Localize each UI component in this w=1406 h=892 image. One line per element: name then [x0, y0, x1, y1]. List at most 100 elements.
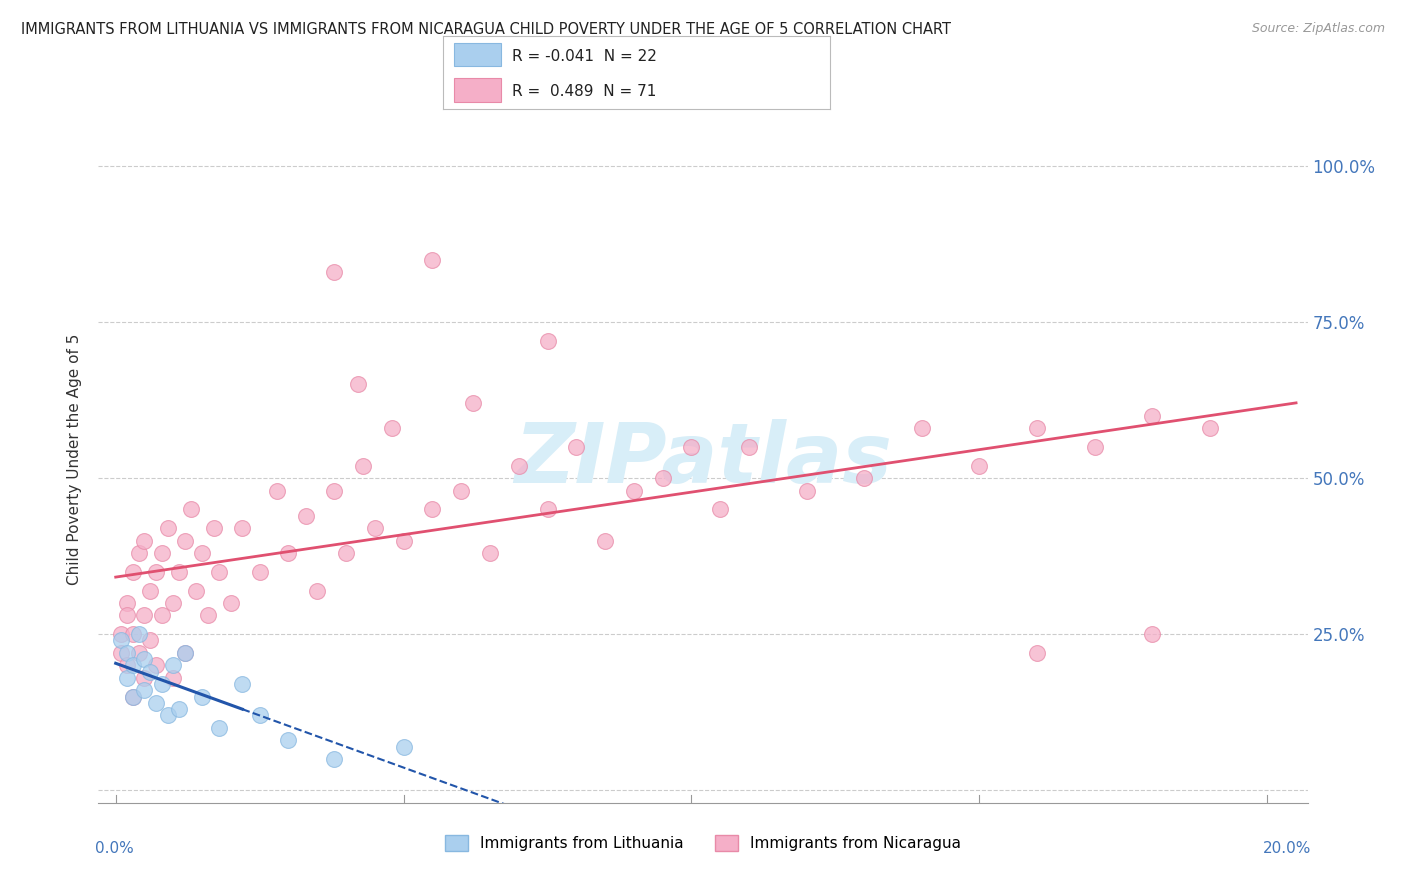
Point — [110, 627, 132, 641]
Text: R = -0.041  N = 22: R = -0.041 N = 22 — [512, 49, 658, 63]
Point — [1026, 646, 1049, 660]
Text: R =  0.489  N = 71: R = 0.489 N = 71 — [512, 84, 657, 99]
Point — [1083, 440, 1105, 454]
Point — [115, 646, 138, 660]
Point — [1198, 421, 1220, 435]
FancyBboxPatch shape — [454, 78, 501, 102]
Point — [536, 502, 558, 516]
Point — [392, 739, 415, 754]
Point — [139, 633, 162, 648]
Point — [681, 440, 703, 454]
Point — [392, 533, 415, 548]
Point — [202, 521, 225, 535]
Point — [323, 483, 346, 498]
Point — [536, 334, 558, 348]
Point — [969, 458, 991, 473]
Point — [128, 646, 150, 660]
Legend: Immigrants from Lithuania, Immigrants from Nicaragua: Immigrants from Lithuania, Immigrants fr… — [439, 829, 967, 857]
Point — [150, 546, 173, 560]
Point — [352, 458, 374, 473]
Point — [565, 440, 588, 454]
Point — [134, 608, 156, 623]
Point — [323, 265, 346, 279]
Point — [145, 696, 167, 710]
Point — [853, 471, 876, 485]
Point — [219, 596, 242, 610]
Point — [115, 596, 138, 610]
Point — [364, 521, 387, 535]
Point — [461, 396, 484, 410]
Point — [162, 658, 184, 673]
Point — [110, 646, 132, 660]
Point — [156, 521, 179, 535]
Point — [381, 421, 404, 435]
Point — [208, 721, 231, 735]
Point — [122, 690, 145, 704]
Point — [191, 546, 214, 560]
Point — [167, 565, 190, 579]
Point — [709, 502, 731, 516]
Point — [249, 708, 271, 723]
Point — [623, 483, 645, 498]
Point — [651, 471, 673, 485]
Point — [335, 546, 357, 560]
Point — [122, 658, 145, 673]
Text: 20.0%: 20.0% — [1263, 840, 1312, 855]
Point — [162, 596, 184, 610]
Point — [593, 533, 616, 548]
Point — [150, 677, 173, 691]
Point — [346, 377, 368, 392]
Point — [145, 658, 167, 673]
Point — [1140, 627, 1163, 641]
Point — [134, 683, 156, 698]
FancyBboxPatch shape — [454, 43, 501, 66]
Text: 0.0%: 0.0% — [94, 840, 134, 855]
Point — [796, 483, 818, 498]
Point — [162, 671, 184, 685]
Point — [249, 565, 271, 579]
Point — [139, 665, 162, 679]
Point — [128, 627, 150, 641]
Point — [128, 546, 150, 560]
Point — [422, 502, 444, 516]
Point — [231, 677, 253, 691]
Point — [1140, 409, 1163, 423]
Point — [208, 565, 231, 579]
Text: ZIPatlas: ZIPatlas — [515, 419, 891, 500]
Point — [167, 702, 190, 716]
Point — [110, 633, 132, 648]
Point — [139, 583, 162, 598]
Text: Source: ZipAtlas.com: Source: ZipAtlas.com — [1251, 22, 1385, 36]
Point — [266, 483, 288, 498]
Point — [115, 671, 138, 685]
Y-axis label: Child Poverty Under the Age of 5: Child Poverty Under the Age of 5 — [67, 334, 83, 585]
Point — [134, 652, 156, 666]
Point — [150, 608, 173, 623]
Point — [422, 252, 444, 267]
Point — [122, 627, 145, 641]
Point — [738, 440, 761, 454]
Point — [173, 646, 195, 660]
Point — [156, 708, 179, 723]
Point — [180, 502, 202, 516]
Point — [323, 752, 346, 766]
Point — [173, 533, 195, 548]
Point — [186, 583, 208, 598]
Point — [191, 690, 214, 704]
Point — [294, 508, 316, 523]
Point — [173, 646, 195, 660]
Point — [307, 583, 329, 598]
Point — [134, 533, 156, 548]
Text: IMMIGRANTS FROM LITHUANIA VS IMMIGRANTS FROM NICARAGUA CHILD POVERTY UNDER THE A: IMMIGRANTS FROM LITHUANIA VS IMMIGRANTS … — [21, 22, 950, 37]
Point — [231, 521, 253, 535]
Point — [478, 546, 501, 560]
Point — [911, 421, 934, 435]
Point — [1026, 421, 1049, 435]
Point — [277, 546, 299, 560]
Point — [197, 608, 219, 623]
Point — [450, 483, 472, 498]
Point — [145, 565, 167, 579]
Point — [122, 565, 145, 579]
Point — [277, 733, 299, 747]
Point — [122, 690, 145, 704]
